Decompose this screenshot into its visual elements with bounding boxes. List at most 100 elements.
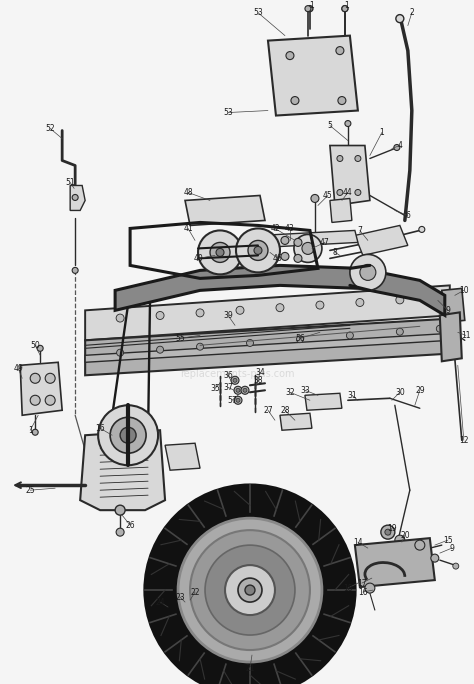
Circle shape xyxy=(286,51,294,60)
Circle shape xyxy=(307,5,313,12)
Text: 8: 8 xyxy=(333,248,337,257)
Polygon shape xyxy=(440,313,462,361)
Circle shape xyxy=(231,376,239,384)
Circle shape xyxy=(337,155,343,161)
Circle shape xyxy=(396,328,403,335)
Circle shape xyxy=(197,343,203,350)
Circle shape xyxy=(233,378,237,382)
Circle shape xyxy=(116,314,124,322)
Text: 15: 15 xyxy=(443,536,453,544)
Circle shape xyxy=(291,96,299,105)
Text: 30: 30 xyxy=(395,388,405,397)
Circle shape xyxy=(356,298,364,306)
Polygon shape xyxy=(85,333,450,363)
Polygon shape xyxy=(268,36,358,116)
Polygon shape xyxy=(70,185,85,211)
Circle shape xyxy=(365,583,375,593)
Circle shape xyxy=(360,265,376,280)
Text: 46: 46 xyxy=(273,254,283,263)
Polygon shape xyxy=(80,430,165,510)
Circle shape xyxy=(98,405,158,465)
Text: 33: 33 xyxy=(300,386,310,395)
Text: 53: 53 xyxy=(253,8,263,17)
Circle shape xyxy=(241,386,249,394)
Text: 27: 27 xyxy=(263,406,273,415)
Text: 4: 4 xyxy=(397,141,402,150)
Circle shape xyxy=(436,325,443,332)
Text: 55: 55 xyxy=(175,334,185,343)
Circle shape xyxy=(281,252,289,261)
Circle shape xyxy=(117,350,124,356)
Polygon shape xyxy=(20,363,62,415)
Text: 14: 14 xyxy=(353,538,363,547)
Text: 50: 50 xyxy=(30,341,40,350)
Circle shape xyxy=(342,5,348,12)
Text: 57: 57 xyxy=(227,396,237,405)
Text: 16: 16 xyxy=(358,588,368,596)
Text: 39: 39 xyxy=(223,311,233,320)
Text: 1: 1 xyxy=(380,128,384,137)
Polygon shape xyxy=(165,443,200,470)
Circle shape xyxy=(294,254,302,263)
Text: 6: 6 xyxy=(405,211,410,220)
Text: 40: 40 xyxy=(193,254,203,263)
Circle shape xyxy=(37,345,43,352)
Circle shape xyxy=(236,389,240,393)
Circle shape xyxy=(395,535,405,545)
Text: 11: 11 xyxy=(461,331,471,340)
Circle shape xyxy=(115,505,125,515)
Circle shape xyxy=(431,554,439,562)
Circle shape xyxy=(311,194,319,202)
Text: 53: 53 xyxy=(223,108,233,117)
Circle shape xyxy=(198,231,242,274)
Circle shape xyxy=(431,293,439,302)
Circle shape xyxy=(342,5,348,12)
Text: 25: 25 xyxy=(26,486,35,495)
Circle shape xyxy=(178,518,322,662)
Text: 20: 20 xyxy=(400,531,410,540)
Text: 12: 12 xyxy=(459,436,468,445)
Text: 22: 22 xyxy=(190,588,200,596)
Circle shape xyxy=(396,14,404,23)
Text: 51: 51 xyxy=(65,178,75,187)
Text: 49: 49 xyxy=(13,364,23,373)
Circle shape xyxy=(394,144,400,150)
Polygon shape xyxy=(115,265,445,315)
Text: 37: 37 xyxy=(223,383,233,392)
Circle shape xyxy=(45,395,55,405)
Text: 2: 2 xyxy=(410,8,414,17)
Text: 18: 18 xyxy=(343,583,353,592)
Polygon shape xyxy=(185,196,265,226)
Circle shape xyxy=(156,346,164,353)
Text: 21: 21 xyxy=(245,663,255,672)
Circle shape xyxy=(316,301,324,309)
Circle shape xyxy=(296,336,303,343)
Text: 45: 45 xyxy=(323,191,333,200)
Text: 1: 1 xyxy=(28,425,33,435)
Text: 38: 38 xyxy=(253,376,263,385)
Polygon shape xyxy=(85,285,450,341)
Circle shape xyxy=(210,242,230,263)
Text: 48: 48 xyxy=(183,188,193,197)
Circle shape xyxy=(281,237,289,244)
Circle shape xyxy=(72,267,78,274)
Text: 16: 16 xyxy=(95,424,105,433)
Polygon shape xyxy=(442,289,465,322)
Polygon shape xyxy=(355,226,408,255)
Polygon shape xyxy=(330,146,370,205)
Circle shape xyxy=(248,240,268,261)
Text: 28: 28 xyxy=(280,406,290,415)
Circle shape xyxy=(116,528,124,536)
Circle shape xyxy=(234,386,242,394)
Text: 23: 23 xyxy=(175,592,185,602)
Text: 29: 29 xyxy=(415,386,425,395)
Text: 17: 17 xyxy=(357,579,367,588)
Circle shape xyxy=(345,120,351,127)
Circle shape xyxy=(336,47,344,55)
Polygon shape xyxy=(330,198,352,222)
Text: 32: 32 xyxy=(285,388,295,397)
Circle shape xyxy=(337,189,343,196)
Circle shape xyxy=(276,304,284,312)
Circle shape xyxy=(350,254,386,291)
Text: 1: 1 xyxy=(310,1,314,10)
